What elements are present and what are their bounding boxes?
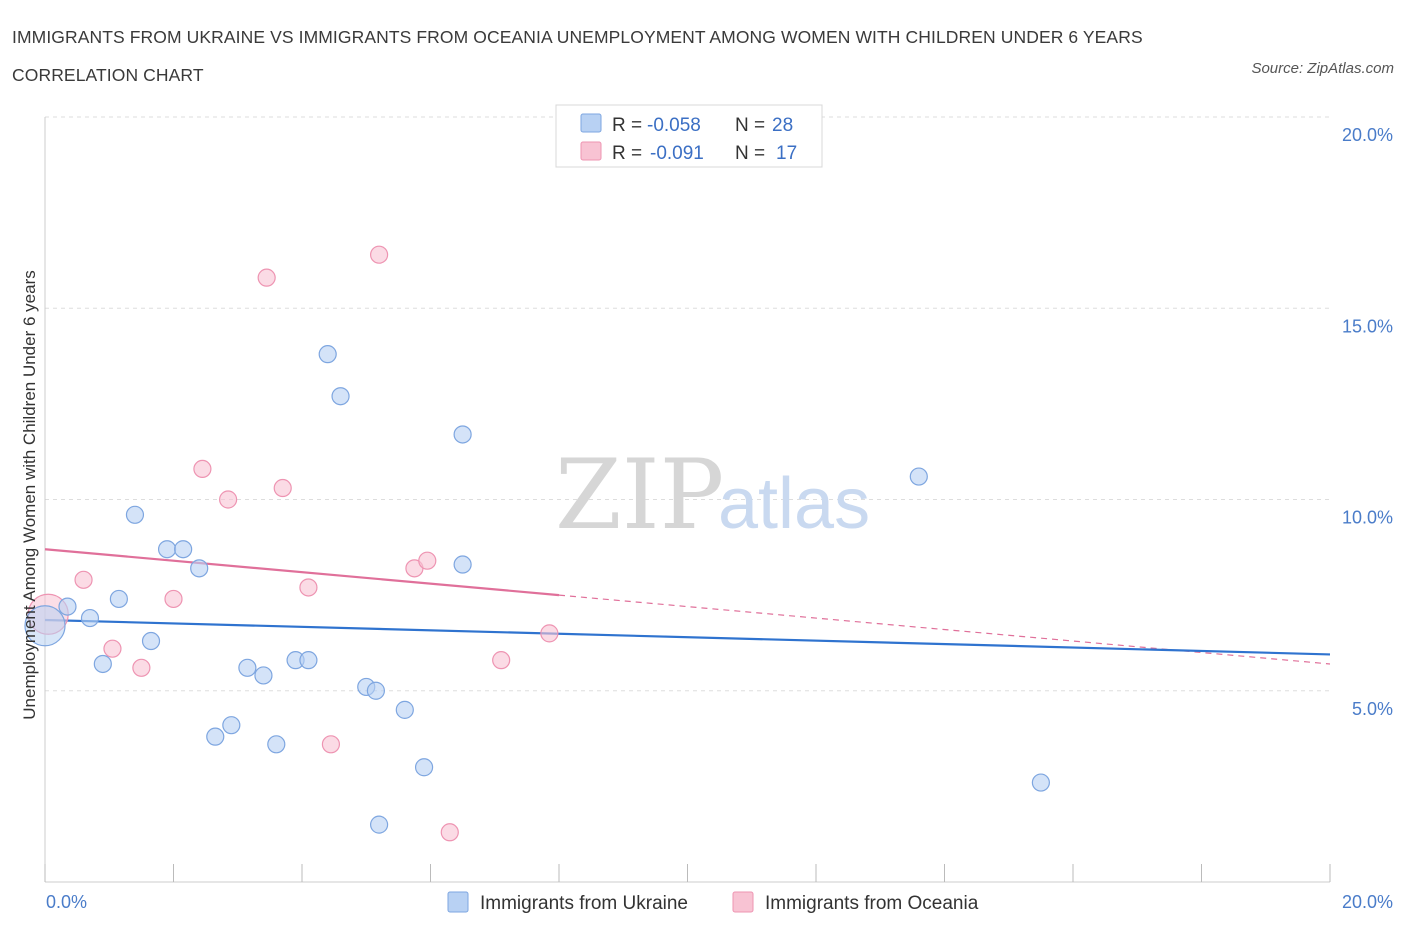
legend-n-label-oceania: N = [735,143,765,164]
data-point-ukraine [93,654,112,674]
legend-r-label-ukraine: R = [612,115,642,136]
data-point-oceania [299,578,318,597]
trend-line-oceania [44,548,560,597]
data-point-ukraine [238,658,257,677]
data-point-oceania [321,735,341,754]
data-point-ukraine [80,608,100,628]
data-point-ukraine [1031,773,1050,792]
data-point-ukraine [366,681,385,700]
data-point-oceania [193,459,212,478]
legend-r-label-oceania: R = [612,143,642,164]
data-point-oceania [418,551,437,570]
legend-swatch-oceania [580,141,602,161]
y-tick-label: 20.0% [1342,125,1393,145]
stats-legend: R = -0.058 N = 28 R = -0.091 N = 17 [555,104,823,168]
x-tick-label: 20.0% [1342,892,1393,912]
watermark-atlas: atlas [718,464,870,544]
y-tick-label: 15.0% [1342,316,1393,336]
data-point-ukraine [318,345,337,364]
trend-line-ukraine [44,618,1331,656]
chart-title: IMMIGRANTS FROM UKRAINE VS IMMIGRANTS FR… [12,27,1143,85]
data-point-ukraine [109,589,128,609]
data-point-ukraine [909,467,928,486]
data-point-ukraine [414,758,434,777]
data-point-oceania [540,624,559,643]
series-legend-swatch-oceania [732,891,754,913]
legend-n-value-oceania: 17 [776,143,797,164]
x-tick-label: 0.0% [46,892,87,912]
grid [45,116,1330,692]
data-point-oceania [273,478,292,498]
legend-n-label-ukraine: N = [735,115,765,136]
data-point-ukraine [174,540,193,559]
data-point-ukraine [453,425,472,444]
data-point-oceania [164,589,183,609]
data-point-ukraine [267,735,286,754]
data-point-oceania [219,490,238,509]
data-point-ukraine [299,651,318,670]
y-axis-label: Unemployment Among Women with Children U… [20,270,39,719]
data-point-ukraine [206,727,225,746]
legend-r-value-ukraine: -0.058 [647,115,701,136]
axes: 5.0% 10.0% 15.0% 20.0% 0.0% 20.0% [44,117,1393,912]
data-point-oceania [257,268,276,287]
series-legend: Immigrants from Ukraine Immigrants from … [447,891,979,914]
data-point-ukraine [141,631,161,651]
trend-line-oceania-extension [558,594,1331,665]
trend-lines [44,548,1331,665]
watermark: ZIP atlas [555,439,870,551]
data-point-ukraine [331,387,350,406]
data-points [24,245,1050,842]
data-point-oceania [132,658,151,677]
data-point-oceania [492,651,511,670]
data-point-ukraine [157,540,177,559]
series-legend-swatch-ukraine [447,891,469,913]
data-point-oceania [440,823,459,842]
legend-r-value-oceania: -0.091 [650,143,704,164]
data-point-ukraine [24,605,66,647]
watermark-zip: ZIP [555,439,724,551]
data-point-ukraine [125,505,145,524]
data-point-ukraine [222,716,241,735]
data-point-ukraine [58,597,77,616]
data-point-ukraine [370,815,389,834]
source-label: Source: ZipAtlas.com [1251,60,1394,77]
legend-n-value-ukraine: 28 [772,115,793,136]
data-point-ukraine [254,666,273,685]
data-point-oceania [103,639,122,658]
data-point-oceania [74,570,93,589]
y-tick-label: 5.0% [1352,699,1393,719]
y-tick-label: 10.0% [1342,508,1393,528]
data-point-ukraine [453,555,472,574]
series-legend-label-oceania: Immigrants from Oceania [765,893,979,914]
series-legend-label-ukraine: Immigrants from Ukraine [480,893,688,914]
data-point-oceania [370,245,389,264]
data-point-ukraine [395,700,414,719]
legend-swatch-ukraine [580,113,602,133]
data-point-ukraine [190,559,209,578]
